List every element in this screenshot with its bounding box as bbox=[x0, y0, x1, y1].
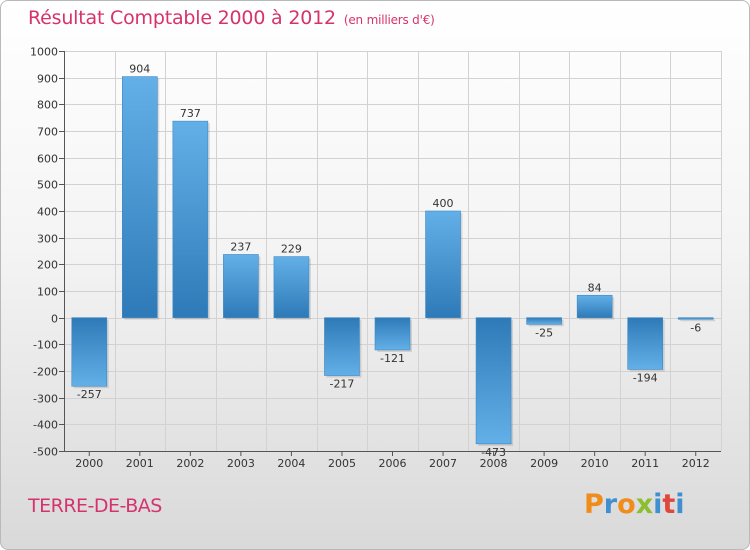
title-text: Résultat Comptable 2000 à 2012 bbox=[28, 7, 336, 29]
x-tick-label-2007: 2007 bbox=[429, 457, 457, 470]
x-tick-label-2006: 2006 bbox=[379, 457, 407, 470]
bar-2003 bbox=[223, 254, 259, 318]
value-label-2001: 904 bbox=[129, 63, 150, 76]
bar-2006 bbox=[374, 317, 411, 351]
bar-2012 bbox=[677, 317, 714, 320]
y-tick-label: -400 bbox=[33, 419, 58, 432]
x-tick-label-2005: 2005 bbox=[328, 457, 356, 470]
x-tick-label-2012: 2012 bbox=[682, 457, 710, 470]
value-label-2008: -473 bbox=[481, 446, 506, 459]
y-tick-label: 400 bbox=[37, 206, 58, 219]
logo-letter: o bbox=[617, 489, 636, 520]
value-label-2012: -6 bbox=[690, 321, 701, 334]
x-tick-label-2009: 2009 bbox=[530, 457, 558, 470]
bar-shadow bbox=[680, 319, 716, 322]
x-tick-label-2002: 2002 bbox=[176, 457, 204, 470]
y-tick-label: 500 bbox=[37, 179, 58, 192]
y-tick-label: -500 bbox=[33, 446, 58, 459]
bar-2010 bbox=[576, 294, 613, 318]
x-tick-label-2001: 2001 bbox=[126, 457, 154, 470]
value-label-2000: -257 bbox=[77, 388, 102, 401]
logo-letter: r bbox=[603, 489, 618, 520]
value-label-2004: 229 bbox=[281, 243, 302, 256]
chart-title: Résultat Comptable 2000 à 2012 (en millie… bbox=[28, 7, 435, 29]
y-tick-label: 200 bbox=[37, 259, 58, 272]
x-tick-label-2008: 2008 bbox=[480, 457, 508, 470]
proxiti-logo: Proxiti bbox=[584, 489, 685, 520]
x-tick-label-2000: 2000 bbox=[75, 457, 103, 470]
bar-2008 bbox=[475, 317, 512, 445]
logo-letter: i bbox=[653, 489, 663, 520]
y-tick-label: 300 bbox=[37, 233, 58, 246]
value-label-2005: -217 bbox=[329, 378, 354, 391]
y-tick-label: 700 bbox=[37, 126, 58, 139]
chart-subtitle: (en milliers d'€) bbox=[343, 13, 435, 27]
bar-2005 bbox=[324, 317, 360, 376]
y-tick-label: -100 bbox=[33, 339, 58, 352]
value-label-2006: -121 bbox=[380, 352, 405, 365]
value-label-2011: -194 bbox=[633, 371, 658, 384]
y-tick-label: -200 bbox=[33, 366, 58, 379]
logo-letter: x bbox=[635, 489, 654, 520]
value-label-2009: -25 bbox=[535, 326, 553, 339]
y-tick-label: 900 bbox=[37, 73, 58, 86]
value-label-2007: 400 bbox=[433, 197, 454, 210]
x-tick-label-2011: 2011 bbox=[631, 457, 659, 470]
y-tick-label: 800 bbox=[37, 99, 58, 112]
y-tick-label: 600 bbox=[37, 153, 58, 166]
y-tick-label: 1000 bbox=[30, 46, 58, 59]
logo-letter: i bbox=[675, 489, 685, 520]
bar-2011 bbox=[627, 317, 663, 370]
y-tick-label: 100 bbox=[37, 286, 58, 299]
value-label-2002: 737 bbox=[180, 107, 201, 120]
bar-2004 bbox=[273, 256, 310, 318]
bar-2001 bbox=[122, 76, 158, 318]
y-tick-label: -300 bbox=[33, 393, 58, 406]
value-label-2003: 237 bbox=[230, 240, 251, 253]
value-label-2010: 84 bbox=[588, 281, 602, 294]
bar-2002 bbox=[172, 120, 209, 318]
logo-letter: P bbox=[584, 489, 604, 520]
x-tick-label-2010: 2010 bbox=[581, 457, 609, 470]
x-tick-label-2004: 2004 bbox=[277, 457, 305, 470]
logo-letter: t bbox=[662, 489, 676, 520]
bar-2007 bbox=[425, 210, 461, 318]
commune-name: TERRE-DE-BAS bbox=[28, 495, 162, 517]
y-tick-label: 0 bbox=[51, 313, 58, 326]
bar-2000 bbox=[71, 317, 108, 387]
x-tick-label-2003: 2003 bbox=[227, 457, 255, 470]
bar-2009 bbox=[526, 317, 562, 325]
